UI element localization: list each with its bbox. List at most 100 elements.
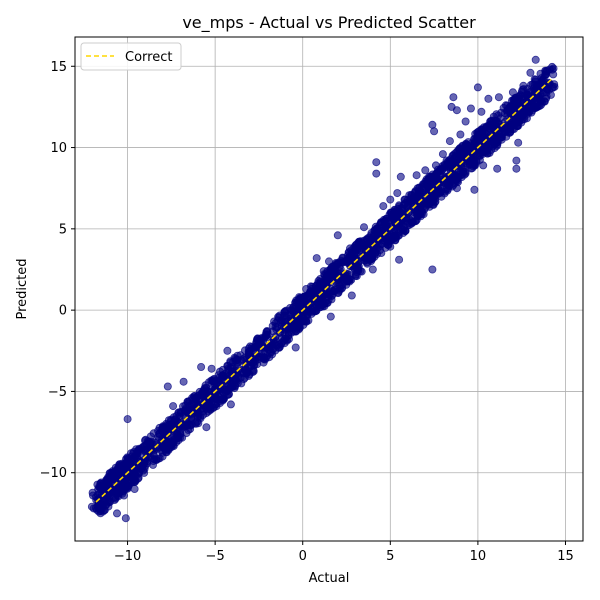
scatter-point	[193, 410, 202, 419]
y-tick-label: 5	[59, 222, 67, 237]
scatter-point	[100, 506, 109, 515]
scatter-point	[482, 122, 491, 131]
scatter-point	[335, 281, 344, 290]
scatter-point	[246, 349, 255, 358]
scatter-point	[542, 88, 551, 97]
scatter-point	[470, 185, 479, 194]
scatter-point	[497, 133, 506, 142]
scatter-point	[228, 364, 237, 373]
scatter-point	[237, 356, 246, 365]
scatter-point	[197, 362, 206, 371]
scatter-point	[219, 385, 228, 394]
x-tick-label: 0	[299, 549, 307, 564]
x-tick-label: 10	[470, 549, 487, 564]
scatter-point	[410, 208, 419, 217]
scatter-point	[456, 130, 465, 139]
scatter-point	[205, 402, 214, 411]
scatter-point	[158, 452, 167, 461]
scatter-point	[95, 501, 104, 510]
scatter-point	[174, 436, 183, 445]
scatter-point	[428, 265, 437, 274]
scatter-point	[514, 138, 523, 147]
plot-frame	[74, 36, 584, 542]
scatter-point	[494, 93, 503, 102]
scatter-point	[345, 244, 354, 253]
scatter-point	[473, 135, 482, 144]
scatter-point	[382, 223, 391, 232]
scatter-point	[242, 369, 251, 378]
legend-box	[80, 42, 182, 71]
scatter-point	[493, 164, 502, 173]
scatter-point	[277, 338, 286, 347]
scatter-point	[442, 174, 451, 183]
scatter-point	[116, 465, 125, 474]
scatter-point	[379, 202, 388, 211]
scatter-point	[186, 421, 195, 430]
scatter-point	[162, 419, 171, 428]
scatter-point	[202, 423, 211, 432]
scatter-point	[214, 371, 223, 380]
scatter-point	[172, 411, 181, 420]
scatter-point	[431, 161, 440, 170]
scatter-point	[403, 221, 412, 230]
scatter-point	[137, 444, 146, 453]
scatter-point	[169, 402, 178, 411]
scatter-point	[461, 117, 470, 126]
scatter-point	[351, 255, 360, 264]
legend-label-correct: Correct	[125, 50, 172, 65]
scatter-point	[155, 429, 164, 438]
scatter-point	[372, 158, 381, 167]
scatter-point	[452, 106, 461, 115]
scatter-point	[438, 150, 447, 159]
scatter-point	[505, 128, 514, 137]
scatter-point	[395, 255, 404, 264]
scatter-point	[121, 514, 130, 523]
scatter-point	[114, 483, 123, 492]
scatter-point	[293, 320, 302, 329]
scatter-point	[400, 200, 409, 209]
chart-title: ve_mps - Actual vs Predicted Scatter	[182, 13, 476, 33]
scatter-point	[314, 276, 323, 285]
scatter-point	[167, 441, 176, 450]
scatter-point	[363, 252, 372, 261]
scatter-point	[254, 341, 263, 350]
scatter-point	[359, 223, 368, 232]
scatter-point	[163, 382, 172, 391]
scatter-point	[211, 389, 220, 398]
scatter-point	[127, 449, 136, 458]
scatter-point	[249, 361, 258, 370]
scatter-point	[120, 491, 129, 500]
scatter-point	[421, 166, 430, 175]
scatter-point	[326, 312, 335, 321]
scatter-point	[223, 346, 232, 355]
scatter-point	[416, 195, 425, 204]
scatter-point	[324, 257, 333, 266]
scatter-point	[407, 190, 416, 199]
scatter-point	[449, 93, 458, 102]
scatter-point	[452, 184, 461, 193]
scatter-point	[372, 169, 381, 178]
scatter-point	[272, 325, 281, 334]
scatter-point	[549, 70, 558, 79]
scatter-point	[333, 231, 342, 240]
scatter-point	[412, 171, 421, 180]
legend: Correct	[80, 42, 182, 71]
scatter-point	[347, 291, 356, 300]
scatter-point	[396, 172, 405, 181]
scatter-point	[130, 484, 139, 493]
scatter-point	[284, 328, 293, 337]
scatter-point	[144, 437, 153, 446]
scatter-point	[342, 275, 351, 284]
scatter-point	[149, 450, 158, 459]
scatter-point	[386, 242, 395, 251]
scatter-point	[141, 462, 150, 471]
scatter-point	[312, 254, 321, 263]
scatter-point	[113, 509, 122, 518]
scatter-point	[531, 55, 540, 64]
scatter-point	[323, 288, 332, 297]
scatter-point	[487, 137, 496, 146]
scatter-point	[232, 375, 241, 384]
scatter-point	[389, 211, 398, 220]
scatter-point	[508, 88, 517, 97]
scatter-point	[519, 81, 528, 90]
